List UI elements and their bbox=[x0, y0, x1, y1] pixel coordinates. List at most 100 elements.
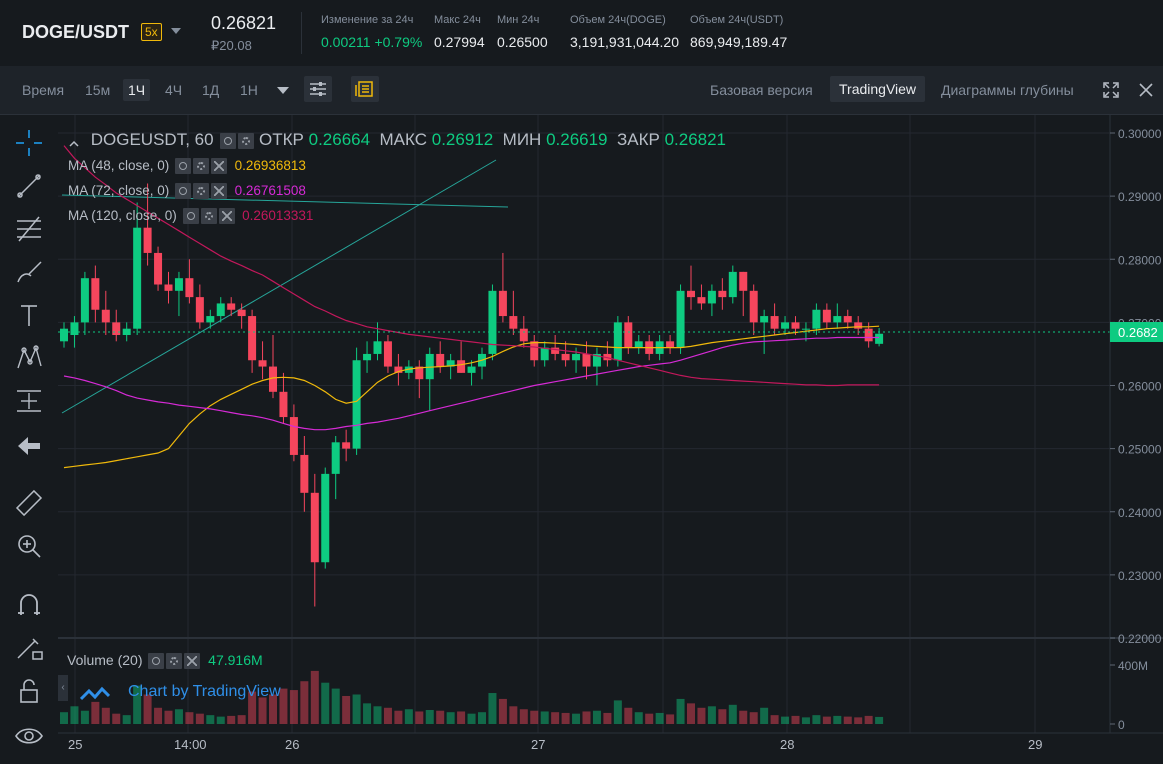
candle-body bbox=[415, 366, 424, 380]
volume-bar bbox=[342, 695, 351, 724]
eye-icon[interactable] bbox=[148, 653, 165, 670]
volume-bar bbox=[331, 688, 340, 724]
candle bbox=[394, 353, 403, 386]
candle bbox=[415, 360, 424, 399]
volume-bar bbox=[749, 712, 758, 724]
price-tick-label: 0.25000 bbox=[1118, 443, 1162, 457]
pencil-lock-icon[interactable] bbox=[13, 632, 45, 664]
interval-1d[interactable]: 1Д bbox=[202, 82, 220, 98]
eye-icon[interactable] bbox=[175, 158, 192, 175]
candle-body bbox=[248, 316, 257, 361]
time-tick-label: 14:00 bbox=[174, 737, 207, 752]
fib-tool-icon[interactable] bbox=[13, 213, 45, 245]
watermark[interactable]: Chart by TradingView bbox=[128, 683, 281, 700]
fullscreen-icon[interactable] bbox=[1101, 80, 1121, 100]
candle-body bbox=[467, 366, 476, 373]
crosshair-icon[interactable] bbox=[13, 127, 45, 159]
eye-icon[interactable] bbox=[13, 720, 45, 752]
lock-icon[interactable] bbox=[13, 675, 45, 707]
brush-icon[interactable] bbox=[13, 256, 45, 288]
volume-bar bbox=[697, 707, 706, 724]
measure-tool-icon[interactable] bbox=[13, 385, 45, 417]
candle bbox=[822, 303, 831, 329]
eye-icon[interactable] bbox=[220, 132, 237, 149]
view-tradingview[interactable]: TradingView bbox=[830, 76, 926, 102]
candle bbox=[666, 335, 675, 354]
gear-icon[interactable] bbox=[193, 183, 210, 200]
candle-body bbox=[760, 316, 769, 323]
text-tool-icon[interactable] bbox=[13, 299, 45, 331]
settings-sliders-button[interactable] bbox=[304, 76, 332, 102]
magnet-icon[interactable] bbox=[13, 589, 45, 621]
gear-icon[interactable] bbox=[166, 653, 183, 670]
volume-bar bbox=[707, 706, 716, 724]
price-chart[interactable]: 0.300000.290000.280000.270000.260000.250… bbox=[58, 115, 1163, 764]
candle bbox=[363, 341, 372, 373]
ma120-line bbox=[63, 145, 880, 387]
leverage-badge[interactable]: 5x bbox=[141, 23, 162, 41]
gear-icon[interactable] bbox=[238, 132, 255, 149]
time-tick-label: 27 bbox=[531, 737, 545, 752]
volume-bar bbox=[394, 710, 403, 724]
pattern-tool-icon[interactable] bbox=[13, 342, 45, 374]
volume-bar bbox=[875, 716, 884, 724]
stat-label: Мин 24ч bbox=[497, 14, 540, 26]
close-icon[interactable] bbox=[184, 653, 201, 670]
view-depth[interactable]: Диаграммы глубины bbox=[941, 82, 1074, 98]
interval-15m[interactable]: 15м bbox=[85, 82, 111, 98]
gear-icon[interactable] bbox=[200, 208, 217, 225]
candle-body bbox=[133, 227, 142, 329]
candle bbox=[509, 290, 518, 335]
candle-body bbox=[60, 328, 68, 342]
candle bbox=[101, 290, 110, 335]
interval-1h[interactable]: 1Ч bbox=[123, 79, 151, 101]
volume-bar bbox=[258, 697, 267, 724]
interval-4h[interactable]: 4Ч bbox=[165, 82, 183, 98]
candle bbox=[791, 316, 800, 335]
volume-bar bbox=[112, 713, 121, 724]
view-basic[interactable]: Базовая версия bbox=[710, 82, 813, 98]
arrow-left-icon[interactable] bbox=[13, 430, 45, 462]
candle bbox=[269, 335, 277, 399]
expand-panel-button[interactable]: ‹ bbox=[58, 675, 68, 701]
volume-bar bbox=[122, 715, 131, 724]
zoom-in-icon[interactable] bbox=[13, 530, 45, 562]
collapse-icon[interactable] bbox=[68, 135, 80, 147]
candle bbox=[843, 309, 852, 329]
eye-icon[interactable] bbox=[182, 208, 199, 225]
close-icon[interactable] bbox=[211, 158, 228, 175]
close-icon[interactable] bbox=[1137, 81, 1155, 99]
candle-body bbox=[237, 309, 246, 317]
ruler-icon[interactable] bbox=[13, 487, 45, 519]
volume-bar bbox=[728, 704, 737, 724]
stat-high: Макс 24ч 0.27994 bbox=[434, 14, 485, 50]
chart-background bbox=[58, 115, 1163, 764]
volume-bar bbox=[174, 709, 183, 724]
interval-1w[interactable]: 1Н bbox=[240, 82, 258, 98]
candle-body bbox=[697, 297, 706, 304]
candle-body bbox=[70, 322, 79, 335]
candle-body bbox=[666, 341, 675, 348]
close-icon[interactable] bbox=[218, 208, 235, 225]
volume-bar bbox=[279, 688, 288, 724]
eye-icon[interactable] bbox=[175, 183, 192, 200]
current-price-label: 0.2682 bbox=[1118, 325, 1158, 340]
symbol-title[interactable]: DOGE/USDT bbox=[22, 22, 130, 42]
indicators-button[interactable] bbox=[351, 76, 379, 102]
candle bbox=[91, 265, 100, 323]
time-label[interactable]: Время bbox=[22, 82, 65, 98]
trend-line-icon[interactable] bbox=[13, 170, 45, 202]
candle bbox=[185, 259, 194, 304]
chevron-down-icon[interactable] bbox=[277, 87, 289, 94]
candle-body bbox=[279, 391, 288, 418]
chart-toolbar: Время 15м 1Ч 4Ч 1Д 1Н Базовая версия Tra… bbox=[0, 66, 1163, 115]
volume-bar bbox=[561, 712, 570, 724]
candle-body bbox=[185, 278, 194, 298]
gear-icon[interactable] bbox=[193, 158, 210, 175]
candle-body bbox=[572, 353, 581, 361]
volume-bar bbox=[666, 714, 675, 724]
chevron-down-icon[interactable] bbox=[171, 28, 181, 34]
candle bbox=[561, 341, 570, 367]
candle bbox=[749, 284, 758, 335]
close-icon[interactable] bbox=[211, 183, 228, 200]
